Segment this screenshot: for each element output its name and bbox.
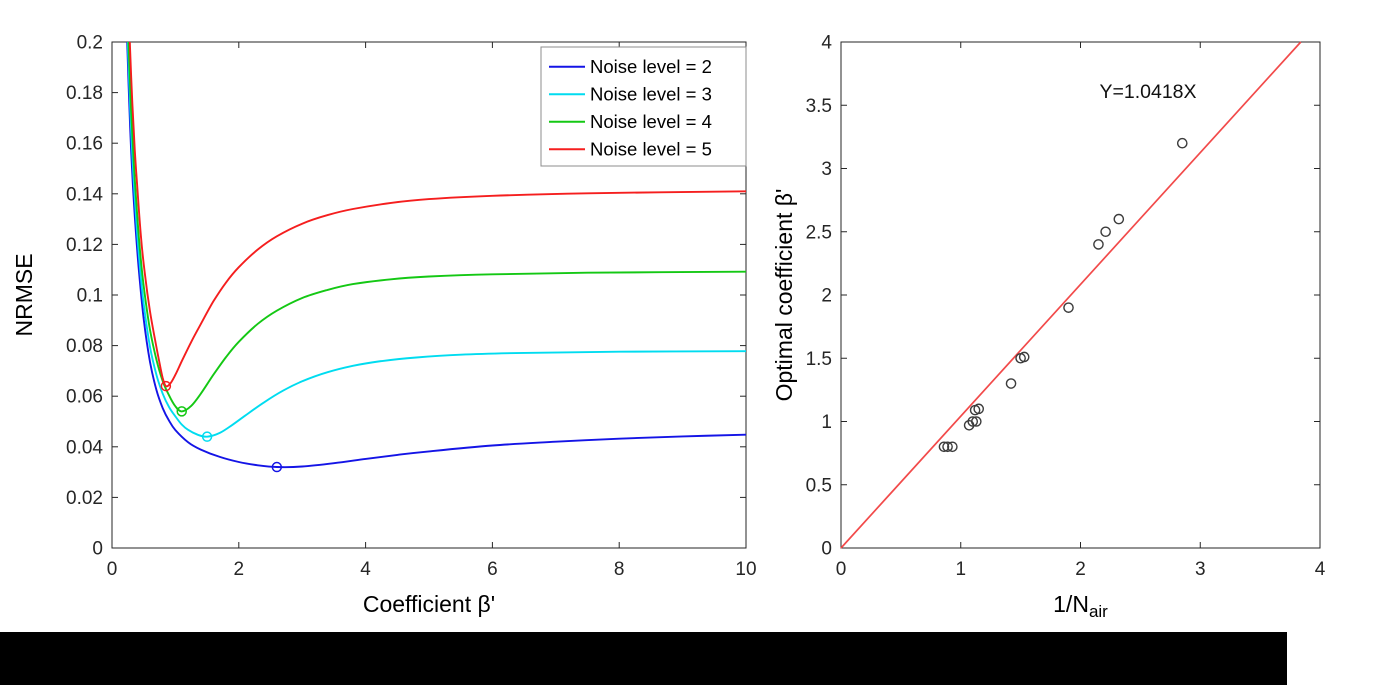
y-tick-label: 1 (821, 412, 832, 433)
y-tick-label: 0.04 (66, 437, 103, 458)
x-axis-label: 1/Nair (1053, 591, 1108, 621)
x-tick-label: 0 (107, 559, 118, 580)
y-tick-label: 4 (821, 33, 832, 54)
scatter-points (938, 137, 1188, 453)
legend: Noise level = 2 Noise level = 3 Noise leve… (540, 46, 747, 167)
fit-line (840, 41, 1302, 549)
nrmse-vs-coefficient-chart: 0 2 4 6 8 10 0 0.02 0.04 0.06 0.08 0.1 0.12 0.14 0.16 0… (11, 33, 757, 618)
y-tick-label: 0.16 (66, 134, 103, 155)
y-tick-label: 0.14 (66, 184, 103, 205)
data-point (973, 403, 985, 415)
x-tick-label: 4 (1315, 559, 1326, 580)
y-tick-label: 2 (821, 286, 832, 307)
minimum-marker-noise-3 (201, 431, 213, 442)
x-tick-label: 0 (836, 559, 847, 580)
y-tick-label: 0.02 (66, 488, 103, 509)
x-tick-label: 1 (955, 559, 966, 580)
data-point (1005, 378, 1017, 389)
data-point (947, 441, 958, 453)
data-point (1113, 213, 1125, 225)
data-point (1093, 239, 1104, 250)
series-lines (126, 41, 747, 469)
y-tick-label: 0.5 (806, 475, 832, 496)
y-tick-label: 0.06 (66, 387, 103, 408)
x-tick-label: 2 (1075, 559, 1086, 580)
y-tick-label: 3.5 (806, 96, 832, 117)
y-tick-label: 1.5 (806, 349, 832, 370)
legend-label: Noise level = 3 (590, 83, 712, 104)
y-tick-label: 0 (92, 539, 103, 560)
y-tick-label: 2.5 (806, 222, 832, 243)
minimum-marker-noise-2 (271, 461, 283, 473)
minimum-marker-noise-4 (176, 406, 187, 417)
x-tick-label: 10 (735, 559, 756, 580)
y-tick-label: 0.2 (77, 33, 103, 54)
x-axis-label: Coefficient β' (363, 591, 495, 617)
bottom-black-bar (0, 632, 1287, 685)
data-point (971, 416, 982, 427)
x-tick-label: 6 (487, 559, 498, 580)
data-point (942, 441, 953, 453)
legend-label: Noise level = 5 (590, 138, 712, 159)
y-tick-label: 3 (821, 159, 832, 180)
data-point (1018, 351, 1030, 363)
series-line-noise-3 (126, 41, 747, 438)
x-tick-label: 2 (234, 559, 245, 580)
minimum-marker-noise-5 (160, 380, 172, 392)
series-line-noise-5 (128, 41, 747, 388)
y-tick-label: 0.08 (66, 336, 103, 357)
data-point (1100, 226, 1111, 238)
data-point (967, 416, 979, 427)
legend-label: Noise level = 4 (590, 111, 712, 132)
axes-box (840, 41, 1321, 549)
x-tick-label: 3 (1195, 559, 1206, 580)
data-point (938, 441, 950, 453)
series-line-noise-2 (126, 41, 747, 469)
data-point (1063, 302, 1074, 313)
y-axis-label: Optimal coefficient β' (771, 189, 797, 402)
fit-equation-annotation: Y=1.0418X (1099, 81, 1196, 103)
x-tick-label: 4 (360, 559, 371, 580)
data-point (1176, 137, 1188, 149)
optimal-coefficient-vs-inverse-nair-chart: 0 1 2 3 4 0 0.5 1 1.5 2 2.5 3 3.5 4 Y=1.0418X 1/Nair Opt… (771, 33, 1326, 622)
series-line-noise-4 (127, 41, 747, 413)
legend-label: Noise level = 2 (590, 56, 712, 77)
y-axis-label: NRMSE (11, 253, 37, 336)
y-tick-label: 0 (821, 539, 832, 560)
y-tick-label: 0.1 (77, 286, 103, 307)
x-tick-label: 8 (614, 559, 625, 580)
y-tick-label: 0.18 (66, 83, 103, 104)
y-tick-label: 0.12 (66, 235, 103, 256)
